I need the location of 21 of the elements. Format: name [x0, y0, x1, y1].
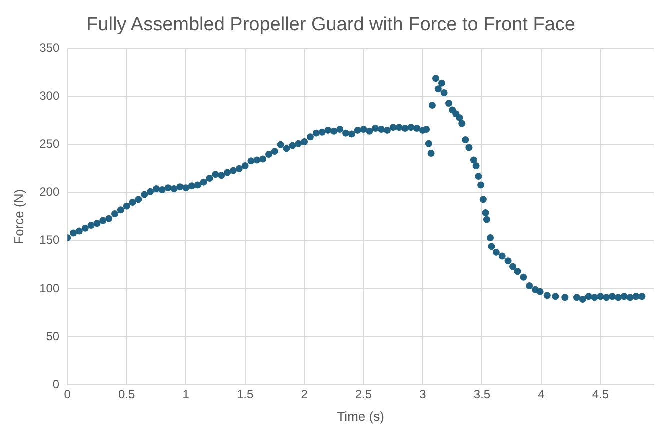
x-tick-label: 2 — [301, 388, 308, 402]
x-tick-label: 1 — [182, 388, 190, 402]
y-tick-label: 50 — [46, 329, 60, 344]
y-tick-label: 200 — [40, 185, 60, 200]
x-axis-title: Time (s) — [337, 408, 384, 424]
y-tick-label: 350 — [40, 41, 60, 56]
x-tick-label: 3 — [420, 388, 427, 402]
x-tick-label: 4.5 — [592, 388, 610, 402]
x-tick-label: 2.5 — [355, 388, 372, 402]
y-axis-title: Force (N) — [11, 189, 26, 244]
x-tick-label: 1.5 — [236, 388, 254, 402]
x-tick-label: 4 — [538, 388, 546, 402]
y-tick-label: 300 — [40, 89, 60, 104]
y-tick-label: 150 — [40, 233, 60, 248]
x-tick-label: 3.5 — [474, 388, 491, 402]
x-tick-label: 0.5 — [118, 388, 136, 402]
chart-title: Fully Assembled Propeller Guard with Force to Front Face — [86, 14, 576, 36]
y-tick-label: 0 — [52, 377, 60, 392]
y-tick-label: 250 — [40, 137, 60, 152]
x-tick-label: 0 — [64, 388, 72, 402]
y-tick-label: 100 — [40, 281, 60, 296]
